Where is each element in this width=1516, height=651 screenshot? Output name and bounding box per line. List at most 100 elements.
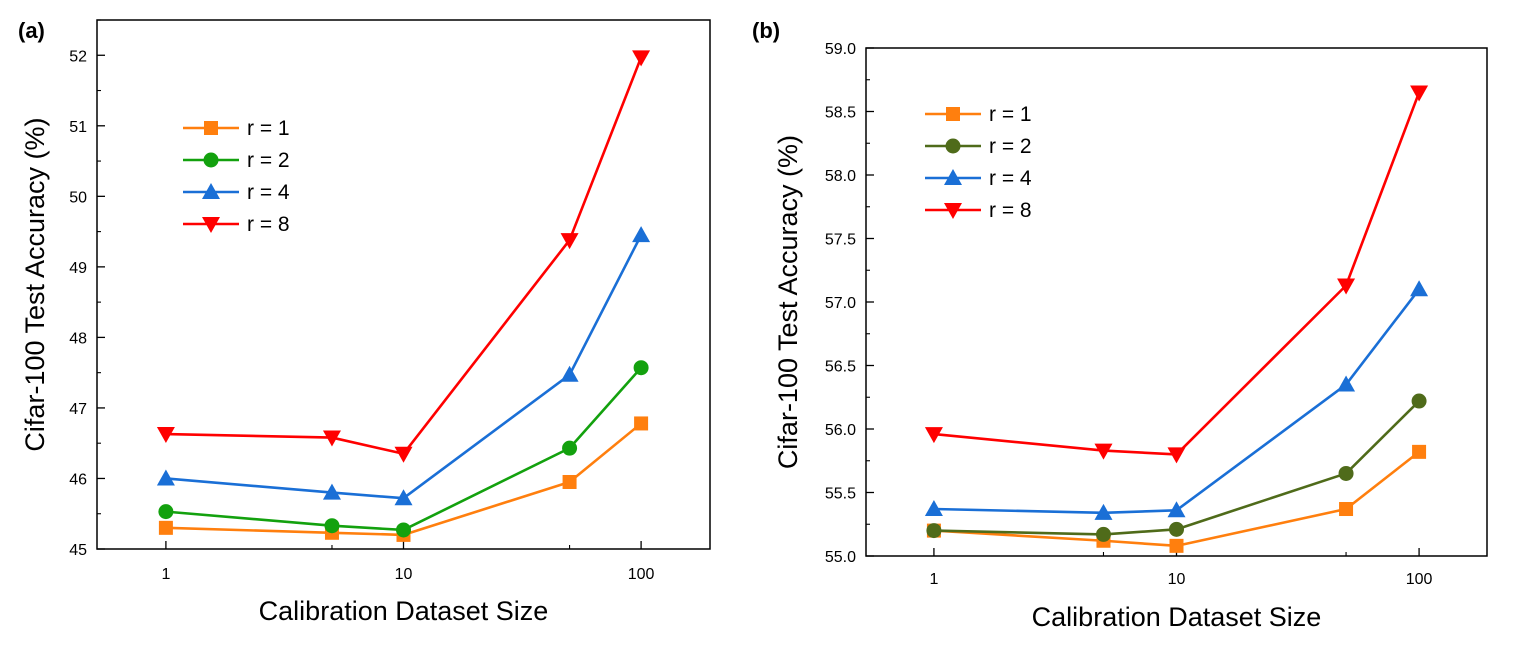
legend-marker <box>203 152 219 168</box>
data-point <box>1169 538 1184 553</box>
data-point <box>1095 526 1111 542</box>
data-point <box>322 483 341 500</box>
series-4 <box>156 50 651 463</box>
data-point <box>322 430 341 447</box>
y-tick-label: 45 <box>69 542 87 559</box>
y-tick-label: 58.0 <box>825 168 856 185</box>
data-point <box>560 233 579 250</box>
legend-item: r = 1 <box>925 103 1032 126</box>
x-axis-label: Calibration Dataset Size <box>1032 602 1322 632</box>
data-point <box>924 500 943 517</box>
y-tick-label: 57.5 <box>825 232 856 249</box>
chart-panel-b: (b) 55.0 55.5 56.0 56.5 57.0 57.5 58.0 58.5 59.0 1… <box>752 18 1488 632</box>
data-point <box>1094 443 1113 460</box>
legend-label: r = 1 <box>989 103 1032 126</box>
legend-item: r = 2 <box>183 149 290 172</box>
y-tick-label: 49 <box>69 260 87 277</box>
y-tick-label: 48 <box>69 330 87 347</box>
chart-panel-a: (a) 45 46 47 48 49 50 51 52 1 10 100 Calibration Dat… <box>18 18 711 626</box>
legend-label: r = 8 <box>247 213 290 236</box>
panel-label: (b) <box>752 18 780 43</box>
data-point <box>394 446 413 463</box>
legend-marker <box>944 203 962 219</box>
legend-label: r = 2 <box>989 135 1032 158</box>
legend-item: r = 1 <box>183 117 290 140</box>
x-tick-label: 10 <box>1168 571 1186 588</box>
y-tick-label: 50 <box>69 189 87 206</box>
data-point <box>634 416 649 431</box>
x-tick-label: 100 <box>628 566 655 583</box>
y-tick-label: 46 <box>69 471 87 488</box>
legend-label: r = 4 <box>247 181 290 204</box>
data-point <box>1411 393 1427 409</box>
data-point <box>396 522 411 538</box>
y-tick-label: 58.5 <box>825 105 856 122</box>
data-point <box>1337 278 1356 295</box>
legend-marker <box>202 183 220 199</box>
data-point <box>633 360 649 376</box>
legend-marker <box>945 138 961 154</box>
legend-item: r = 4 <box>925 167 1032 190</box>
legend-item: r = 8 <box>925 199 1032 222</box>
legend-marker <box>944 169 962 185</box>
x-tick-label: 1 <box>929 571 938 588</box>
legend-label: r = 2 <box>247 149 290 172</box>
y-axis-label: Cifar-100 Test Accuracy (%) <box>20 117 50 451</box>
data-point <box>1339 502 1354 517</box>
data-point <box>924 427 943 444</box>
data-point <box>324 518 340 534</box>
series-4 <box>924 85 1429 464</box>
y-axis-label: Cifar-100 Test Accuracy (%) <box>773 135 803 469</box>
y-tick-label: 55.5 <box>825 486 856 503</box>
y-tick-label: 56.5 <box>825 359 856 376</box>
legend-marker <box>946 107 960 121</box>
data-point <box>1338 465 1354 481</box>
data-point <box>1094 503 1113 520</box>
legend: r = 1 r = 2 r = 4 r = 8 <box>183 117 290 236</box>
data-point <box>156 469 175 486</box>
legend-marker <box>204 121 218 135</box>
data-point <box>1169 521 1184 537</box>
plot-frame <box>96 19 711 550</box>
data-point <box>562 474 577 489</box>
y-tick-label: 57.0 <box>825 295 856 312</box>
series-2 <box>158 360 649 538</box>
legend-item: r = 8 <box>183 213 290 236</box>
data-point <box>394 489 413 506</box>
legend-item: r = 4 <box>183 181 290 204</box>
data-point <box>1410 280 1429 297</box>
data-point <box>560 365 579 382</box>
data-point <box>1167 501 1186 518</box>
legend-label: r = 1 <box>247 117 290 140</box>
x-tick-label: 10 <box>395 566 413 583</box>
y-tick-label: 51 <box>69 119 87 136</box>
data-point <box>632 50 651 67</box>
series-3 <box>924 280 1429 520</box>
y-tick-label: 56.0 <box>825 422 856 439</box>
y-tick-label: 55.0 <box>825 549 856 566</box>
data-point <box>632 226 651 243</box>
data-point <box>562 440 578 456</box>
x-tick-label: 100 <box>1406 571 1433 588</box>
data-point <box>1410 85 1429 102</box>
data-point <box>156 427 175 444</box>
x-tick-label: 1 <box>161 566 170 583</box>
data-point <box>158 520 173 535</box>
legend-item: r = 2 <box>925 135 1032 158</box>
panel-label: (a) <box>18 18 45 43</box>
data-point <box>158 504 174 520</box>
y-tick-label: 59.0 <box>825 41 856 58</box>
data-point <box>926 523 942 539</box>
y-tick-label: 52 <box>69 48 87 65</box>
series-3 <box>156 226 651 506</box>
data-point <box>1167 447 1186 464</box>
series-2 <box>926 393 1427 542</box>
data-point <box>1337 375 1356 392</box>
plot-frame <box>865 47 1488 557</box>
data-point <box>1412 444 1427 459</box>
legend-label: r = 8 <box>989 199 1032 222</box>
y-tick-label: 47 <box>69 401 87 418</box>
series-line <box>165 56 643 456</box>
legend: r = 1 r = 2 r = 4 r = 8 <box>925 103 1032 222</box>
